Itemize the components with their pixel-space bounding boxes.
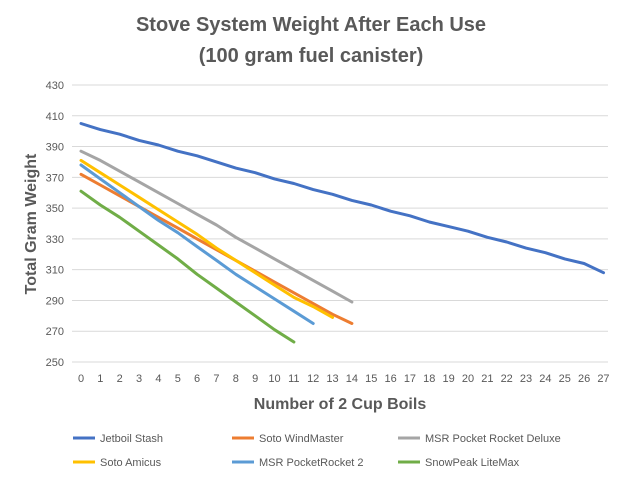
x-tick-label: 19 [443,373,455,385]
x-tick-label: 11 [288,373,299,385]
x-axis-label: Number of 2 Cup Boils [254,396,427,413]
x-tick-label: 9 [252,373,258,385]
x-tick-label: 16 [384,373,396,385]
y-tick-label: 350 [46,203,64,215]
y-tick-label: 370 [46,172,64,184]
series-lines [79,122,605,344]
x-tick-label: 21 [481,373,493,385]
x-tick-label: 12 [307,373,319,385]
legend-label: SnowPeak LiteMax [425,457,520,469]
x-tick-label: 17 [404,373,416,385]
y-tick-label: 250 [46,357,64,369]
y-axis-label: Total Gram Weight [23,153,40,294]
x-tick-label: 26 [578,373,590,385]
x-tick-label: 20 [462,373,474,385]
y-tick-label: 410 [46,111,64,123]
series-line [79,122,605,275]
legend: Jetboil Stash Soto WindMaster MSR Pocket R… [73,433,561,469]
series-line [79,149,354,304]
x-tick-label: 6 [194,373,200,385]
x-tick-label: 4 [155,373,161,385]
x-tick-label: 1 [97,373,103,385]
legend-label: Soto Amicus [100,457,162,469]
x-tick-label: 15 [365,373,377,385]
chart-subtitle: (100 gram fuel canister) [199,45,424,67]
series-line [79,163,315,325]
x-tick-label: 0 [78,373,84,385]
grid [72,84,608,363]
x-tick-label: 25 [559,373,571,385]
y-tick-label: 290 [46,295,64,307]
x-tick-label: 10 [268,373,280,385]
y-tick-labels: 250 270 290 310 330 350 370 390 410 430 [46,80,64,369]
y-tick-label: 390 [46,142,64,154]
x-tick-label: 5 [175,373,181,385]
legend-label: MSR Pocket Rocket Deluxe [425,433,561,445]
x-tick-label: 27 [597,373,609,385]
legend-label: Soto WindMaster [259,433,344,445]
x-tick-label: 22 [501,373,513,385]
x-tick-label: 2 [117,373,123,385]
x-tick-label: 23 [520,373,532,385]
x-tick-label: 18 [423,373,435,385]
y-tick-label: 310 [46,265,64,277]
x-tick-label: 8 [233,373,239,385]
x-tick-label: 14 [346,373,358,385]
y-tick-label: 270 [46,326,64,338]
series-line [79,158,335,319]
y-tick-label: 430 [46,80,64,92]
legend-label: MSR PocketRocket 2 [259,457,364,469]
legend-label: Jetboil Stash [100,433,163,445]
chart-title: Stove System Weight After Each Use [136,14,486,36]
x-tick-label: 13 [326,373,338,385]
x-tick-label: 3 [136,373,142,385]
x-tick-labels: 0 1 2 3 4 5 6 7 8 9 10 11 12 13 14 15 16 17 18 19 20 21 22 23 24… [78,373,610,385]
x-tick-label: 7 [213,373,219,385]
series-line [79,189,296,344]
x-tick-label: 24 [539,373,551,385]
y-tick-label: 330 [46,234,64,246]
